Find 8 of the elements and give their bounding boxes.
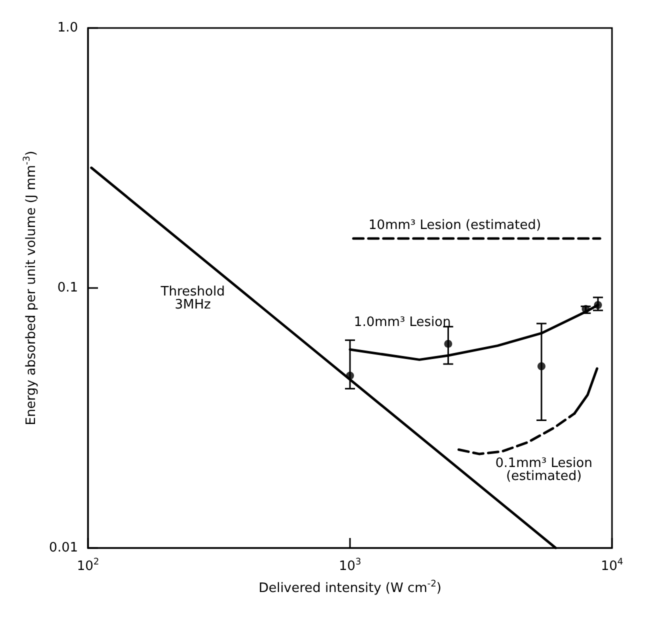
annotation: 1.0mm³ Lesion — [354, 314, 451, 330]
y-tick-label: 1.0 — [57, 20, 78, 36]
annotation: Threshold 3MHz — [160, 284, 225, 312]
y-axis-title: Energy absorbed per unit volume (J mm-3) — [22, 150, 40, 426]
y-tick-label: 0.1 — [57, 280, 78, 296]
annotation: 0.1mm³ Lesion (estimated) — [495, 456, 592, 484]
y-tick-label: 0.01 — [49, 540, 78, 556]
annotation: 10mm³ Lesion (estimated) — [368, 218, 542, 234]
